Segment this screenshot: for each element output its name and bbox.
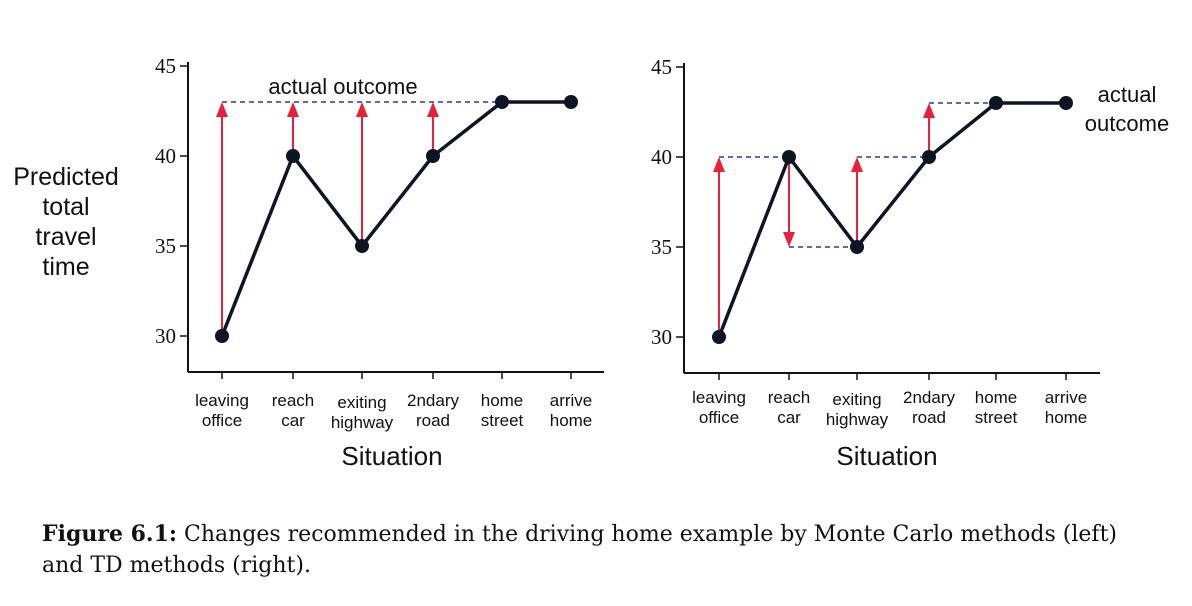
- mc-arrow-head: [287, 102, 299, 117]
- td-data-point: [782, 150, 796, 164]
- mc-arrow-head: [356, 102, 368, 117]
- td-actual-outcome-label: actual: [1098, 82, 1157, 107]
- mc-x-tick-label: exiting: [337, 393, 386, 412]
- mc-x-tick-label: reach: [272, 391, 315, 410]
- td-x-tick-label: home: [975, 388, 1018, 407]
- mc-x-tick-label: office: [202, 411, 242, 430]
- td-x-tick-label: arrive: [1045, 388, 1088, 407]
- mc-series-line: [220, 100, 571, 337]
- mc-x-tick-label: arrive: [550, 391, 593, 410]
- td-data-point: [1059, 96, 1073, 110]
- td-series-line: [717, 101, 1066, 338]
- td-x-tick-label: 2ndary: [903, 388, 955, 407]
- figure-caption: Figure 6.1: Changes recommended in the d…: [42, 519, 1162, 581]
- td-x-axis-label: Situation: [836, 441, 937, 471]
- mc-y-tick-label: 40: [155, 144, 176, 168]
- mc-y-tick-label: 35: [155, 234, 176, 258]
- td-y-tick-label: 45: [651, 55, 672, 79]
- y-axis-label-line: total: [42, 193, 89, 221]
- mc-x-axis-label: Situation: [341, 441, 442, 471]
- caption-text: Changes recommended in the driving home …: [42, 522, 1117, 578]
- mc-x-tick-label: car: [281, 411, 305, 430]
- td-arrow-head: [923, 103, 935, 118]
- mc-data-point: [215, 329, 229, 343]
- td-data-point: [850, 240, 864, 254]
- y-axis-label-line: Predicted: [13, 163, 119, 191]
- caption-label: Figure 6.1:: [42, 521, 177, 547]
- td-x-tick-label: home: [1045, 408, 1088, 427]
- td-x-tick-label: road: [912, 408, 946, 427]
- mc-y-tick-label: 45: [155, 54, 176, 78]
- td-x-tick-label: exiting: [832, 390, 881, 409]
- mc-x-tick-label: 2ndary: [407, 391, 459, 410]
- mc-y-tick-label: 30: [155, 324, 176, 348]
- td-data-point: [989, 96, 1003, 110]
- td-data-point: [712, 330, 726, 344]
- td-arrow-head: [713, 157, 725, 172]
- mc-x-tick-label: home: [481, 391, 524, 410]
- mc-data-point: [286, 149, 300, 163]
- td-x-tick-label: car: [777, 408, 801, 427]
- td-x-tick-label: office: [699, 408, 739, 427]
- mc-arrow-head: [216, 102, 228, 117]
- mc-data-point: [495, 95, 509, 109]
- mc-x-tick-label: home: [550, 411, 593, 430]
- mc-data-point: [426, 149, 440, 163]
- td-actual-outcome-label: outcome: [1085, 111, 1169, 136]
- td-x-tick-label: highway: [826, 410, 889, 429]
- mc-x-tick-label: leaving: [195, 391, 249, 410]
- mc-x-tick-label: street: [481, 411, 524, 430]
- td-x-tick-label: street: [975, 408, 1018, 427]
- td-arrow-head: [851, 157, 863, 172]
- y-axis-label-line: travel: [35, 223, 96, 251]
- td-data-point: [922, 150, 936, 164]
- td-x-tick-label: leaving: [692, 388, 746, 407]
- mc-data-point: [564, 95, 578, 109]
- mc-actual-outcome-label: actual outcome: [268, 74, 417, 99]
- mc-arrow-head: [427, 102, 439, 117]
- y-axis-label-line: time: [42, 253, 89, 281]
- td-y-tick-label: 35: [651, 235, 672, 259]
- td-y-tick-label: 40: [651, 145, 672, 169]
- mc-x-tick-label: highway: [331, 413, 394, 432]
- td-y-tick-label: 30: [651, 325, 672, 349]
- mc-data-point: [355, 239, 369, 253]
- td-arrow-head: [783, 232, 795, 247]
- td-x-tick-label: reach: [768, 388, 811, 407]
- mc-x-tick-label: road: [416, 411, 450, 430]
